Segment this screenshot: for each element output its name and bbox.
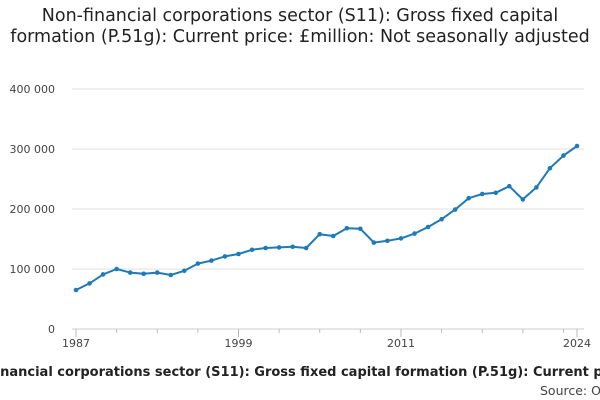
data-point[interactable] [547, 165, 553, 171]
data-point[interactable] [222, 254, 228, 259]
data-point[interactable] [574, 143, 580, 149]
data-point[interactable] [561, 153, 566, 158]
x-tick-label: 1999 [224, 337, 252, 350]
data-point[interactable] [73, 287, 79, 293]
data-point[interactable] [236, 251, 241, 257]
y-tick-label: 200 000 [10, 203, 56, 216]
data-point[interactable] [385, 238, 390, 244]
data-point[interactable] [114, 266, 119, 272]
data-point[interactable] [209, 258, 214, 263]
source-note: Source: Office for National Statistics [0, 383, 600, 400]
gridlines [72, 88, 584, 270]
data-point[interactable] [412, 231, 417, 236]
data-point[interactable] [439, 216, 444, 222]
series-line [75, 145, 578, 291]
data-point[interactable] [358, 226, 363, 232]
data-point[interactable] [87, 281, 92, 286]
data-point[interactable] [371, 240, 377, 245]
y-tick-label: 300 000 [10, 143, 56, 156]
chart-title: Non-financial corporations sector (S11):… [10, 6, 590, 47]
data-point[interactable] [493, 190, 499, 196]
data-point[interactable] [263, 245, 268, 251]
data-point[interactable] [141, 271, 147, 277]
data-point[interactable] [290, 244, 295, 250]
data-point[interactable] [479, 191, 485, 197]
data-point[interactable] [276, 245, 282, 250]
data-point[interactable] [195, 261, 201, 266]
data-point[interactable] [249, 247, 255, 253]
x-tick-label: 1987 [62, 337, 90, 350]
legend: Non-financial corporations sector (S11):… [0, 365, 600, 383]
data-point[interactable] [182, 268, 187, 274]
x-tick-label: 2024 [563, 337, 591, 350]
data-point[interactable] [330, 233, 336, 239]
source-text: Source: Office for National Statistics [540, 383, 600, 398]
y-tick-label: 400 000 [10, 83, 56, 96]
data-point[interactable] [317, 231, 323, 237]
legend-label: Non-financial corporations sector (S11):… [0, 365, 600, 380]
data-point[interactable] [100, 272, 106, 277]
data-point[interactable] [520, 197, 526, 202]
data-series [73, 143, 580, 293]
data-point[interactable] [425, 224, 431, 230]
data-point[interactable] [534, 185, 539, 190]
data-point[interactable] [506, 183, 512, 189]
data-point[interactable] [303, 245, 309, 251]
x-tick-label: 2011 [387, 337, 415, 350]
data-point[interactable] [344, 225, 350, 231]
data-point[interactable] [127, 270, 133, 275]
data-point[interactable] [398, 236, 404, 241]
x-axis-ticks: 1987 1999 2011 2024 [62, 329, 591, 350]
y-tick-label: 0 [48, 323, 55, 336]
data-point[interactable] [452, 207, 458, 212]
data-point[interactable] [168, 272, 174, 278]
y-tick-label: 100 000 [10, 263, 56, 276]
data-point[interactable] [466, 195, 471, 201]
y-axis-ticks: 0 100 000 200 000 300 000 400 000 [10, 83, 56, 336]
data-point[interactable] [154, 270, 160, 275]
